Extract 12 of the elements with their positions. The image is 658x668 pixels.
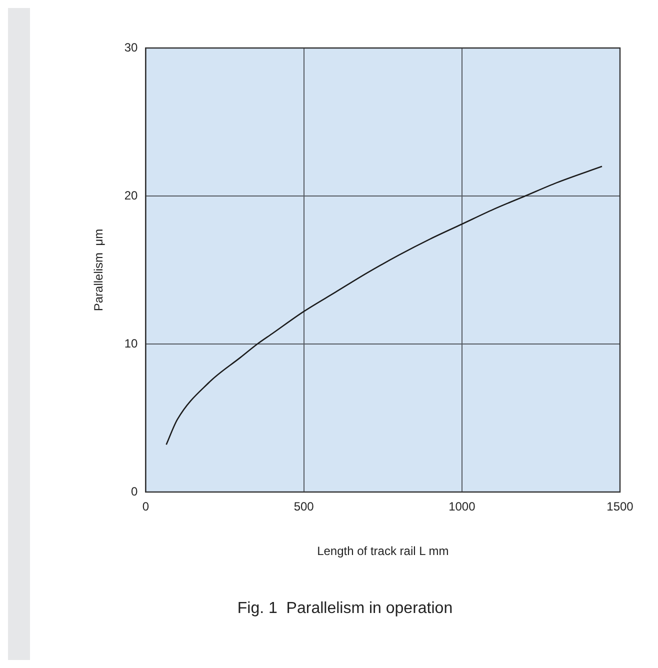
line-series (166, 166, 603, 446)
x-tick-label: 1000 (448, 500, 476, 514)
y-axis-title: Parallelism μm (92, 228, 106, 312)
text: Fig. 1 Parallelism in operation (237, 600, 453, 617)
y-tick-label: 20 (124, 188, 138, 202)
x-axis-title: Length of track rail L mm (317, 544, 449, 558)
x-tick-label: 0 (142, 500, 150, 514)
x-tick-label: 500 (294, 500, 314, 514)
y-tick-label: 30 (124, 40, 138, 54)
y-tick-label: 0 (131, 484, 138, 498)
y-tick-label: 10 (124, 336, 138, 350)
x-tick-label: 1500 (606, 500, 634, 514)
